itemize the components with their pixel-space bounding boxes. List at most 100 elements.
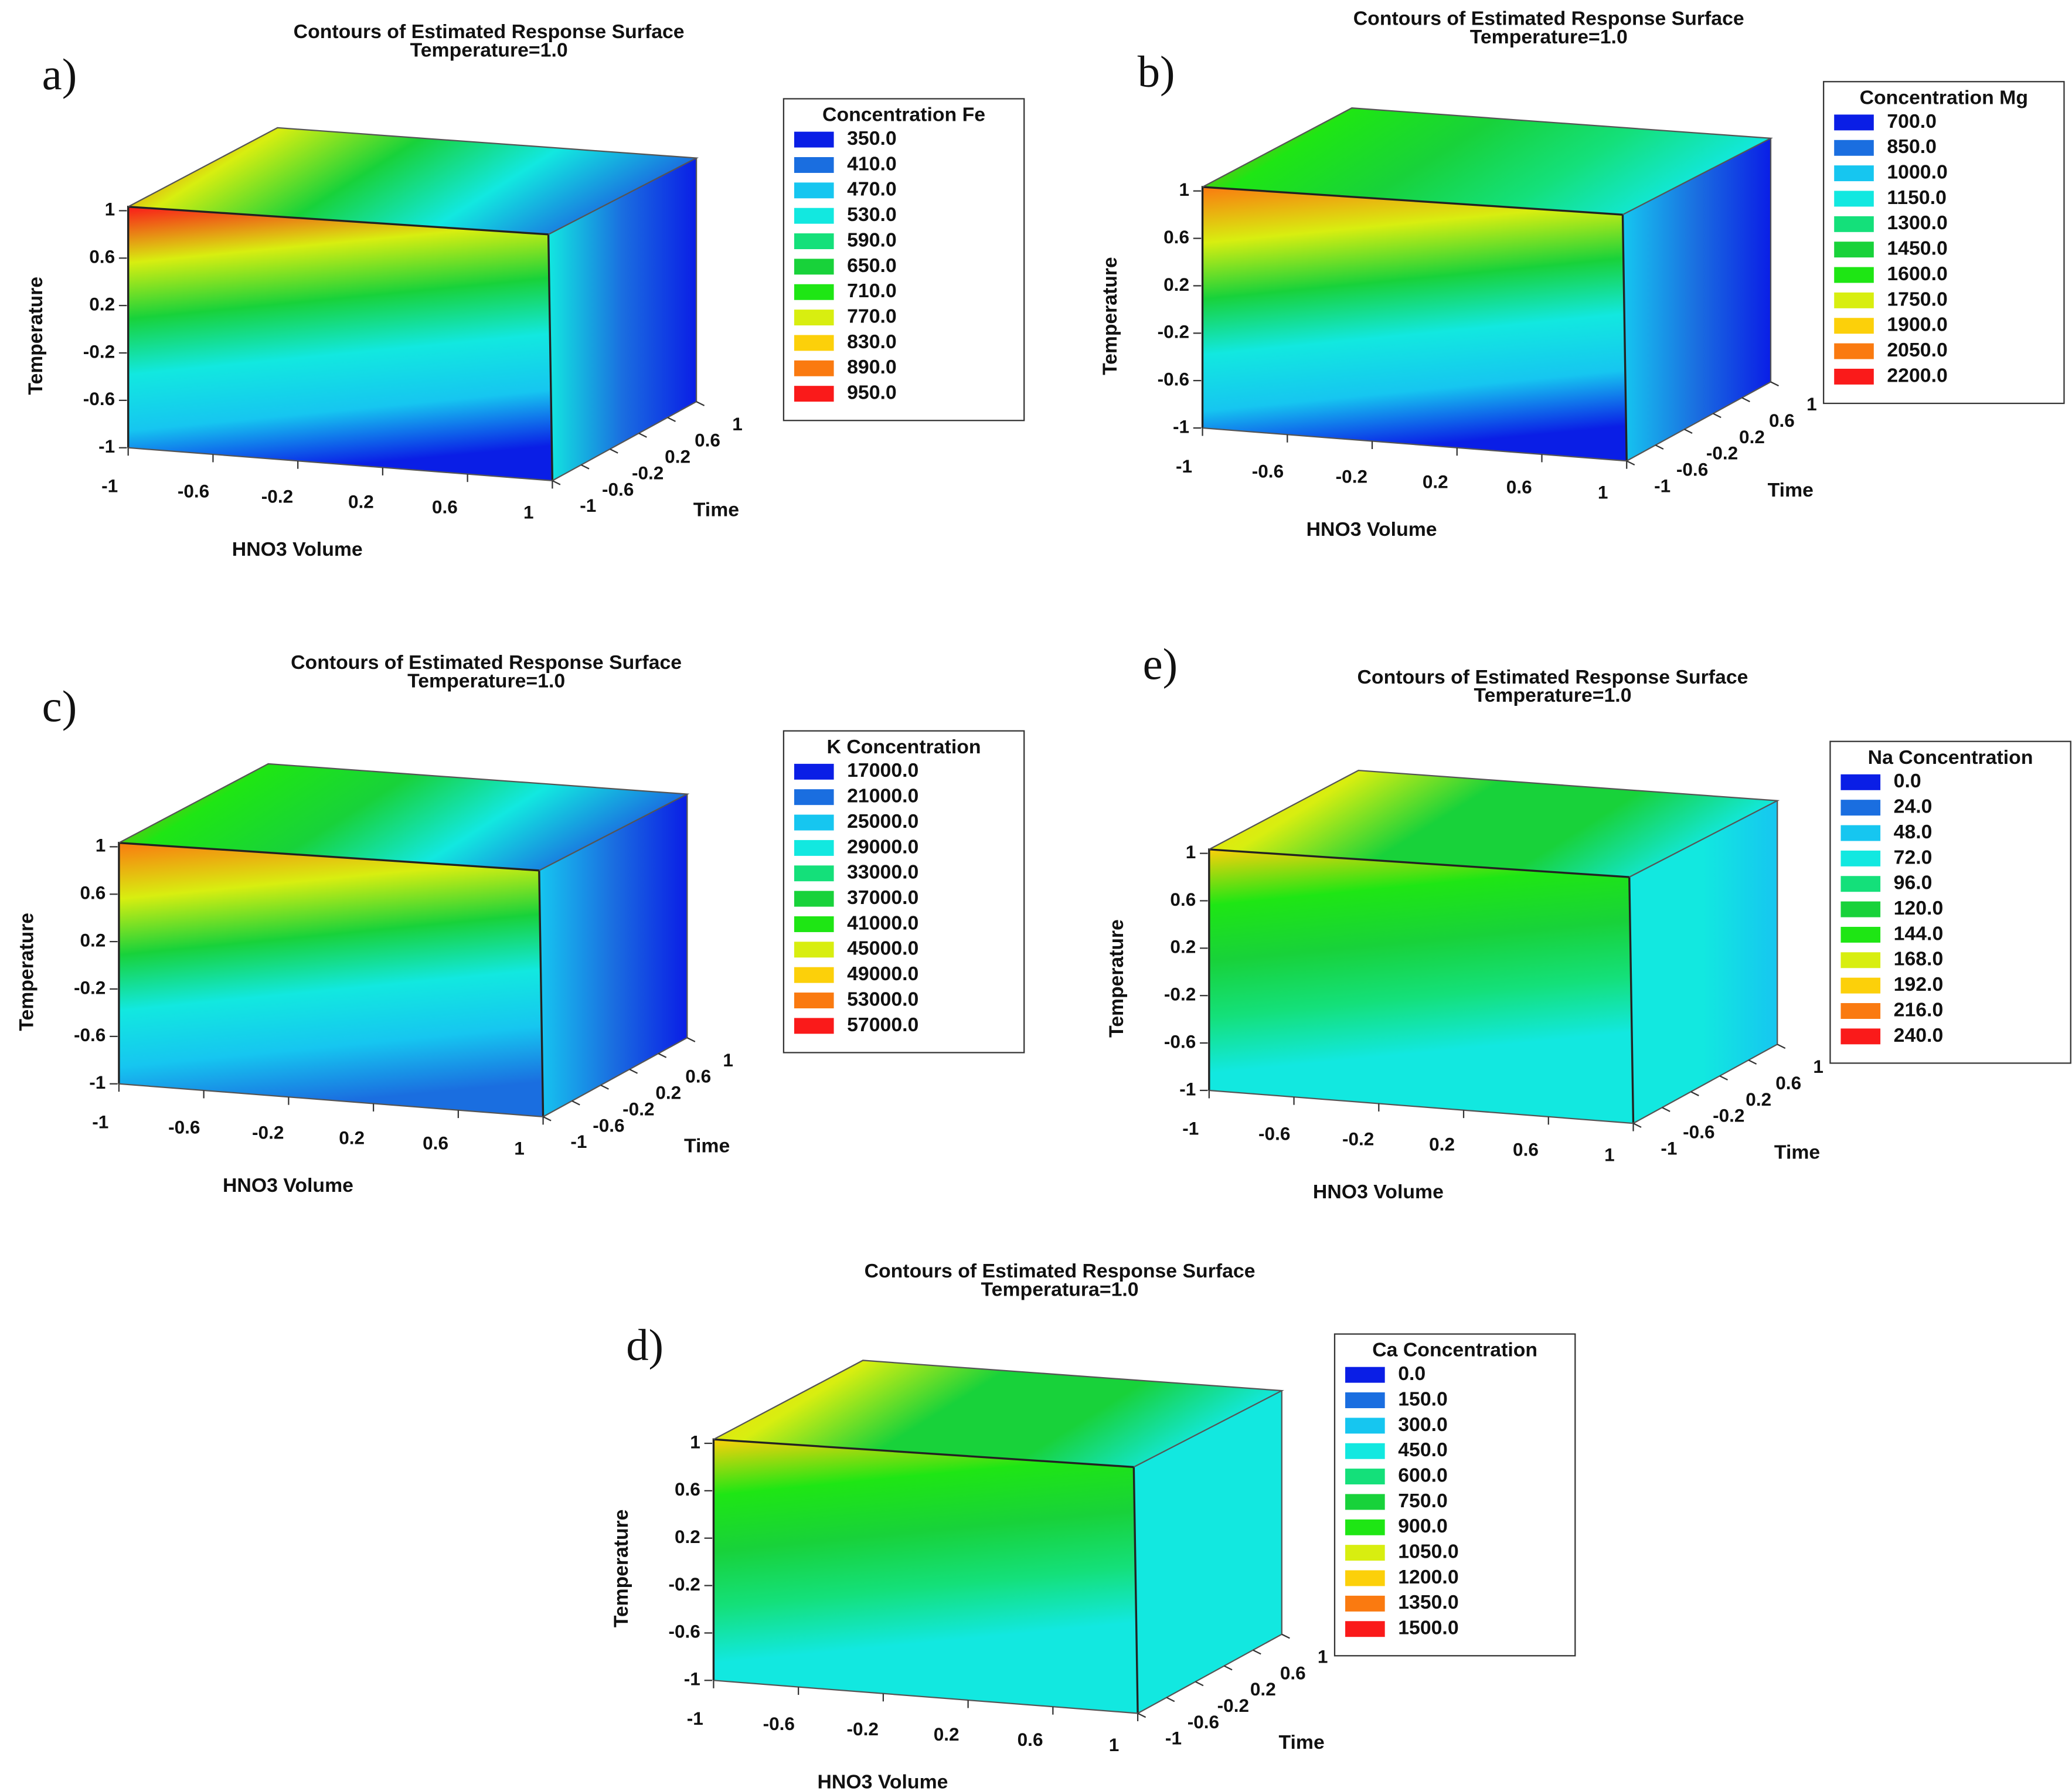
legend-swatch (1840, 952, 1881, 968)
x-tick-label: 0.2 (348, 491, 374, 512)
front-face (128, 206, 553, 481)
z-tick-label: 0.2 (665, 446, 690, 467)
legend-label: 890.0 (847, 356, 897, 378)
right-face (1134, 1391, 1282, 1714)
z-tick-label: -0.2 (1706, 443, 1738, 464)
z-tick (629, 1069, 638, 1074)
legend-label: 0.0 (1398, 1362, 1425, 1385)
legend-title: K Concentration (827, 736, 981, 758)
chart-title: Contours of Estimated Response Surface (865, 1260, 1256, 1282)
z-tick-label: 0.6 (1775, 1072, 1801, 1093)
y-tick-label: 0.2 (89, 294, 115, 315)
x-tick-label: -0.6 (168, 1116, 200, 1137)
y-tick-label: 0.2 (1163, 274, 1189, 295)
cube-edge (1209, 769, 1780, 878)
y-tick-label: 1 (105, 199, 115, 220)
legend-label: 25000.0 (847, 810, 918, 832)
z-tick-label: -0.2 (1713, 1105, 1744, 1126)
x-tick-label: 0.6 (1018, 1729, 1043, 1750)
z-tick-label: 0.6 (1280, 1662, 1306, 1683)
legend-label: 45000.0 (847, 937, 918, 960)
x-tick-label: 0.2 (934, 1724, 960, 1745)
y-tick-label: 1 (1179, 179, 1189, 200)
x-tick-label: 0.6 (1513, 1139, 1539, 1160)
y-tick-label: 0.6 (1170, 889, 1196, 910)
z-tick (571, 1100, 580, 1106)
z-tick (581, 464, 590, 470)
legend-swatch (1840, 825, 1881, 841)
x-tick-label: 1 (1598, 482, 1608, 503)
legend-swatch (1345, 1570, 1385, 1586)
legend-label: 900.0 (1398, 1515, 1448, 1537)
legend-label: 950.0 (847, 382, 897, 404)
z-tick (1166, 1697, 1175, 1702)
x-tick-label: 0.6 (432, 496, 458, 517)
y-axis-label: Temperature (610, 1510, 632, 1628)
legend-label: 1000.0 (1887, 161, 1947, 183)
legend-swatch (794, 865, 834, 882)
z-tick-label: -0.6 (593, 1114, 624, 1136)
x-axis-label: HNO3 Volume (232, 538, 363, 560)
x-axis-label: HNO3 Volume (223, 1174, 353, 1197)
legend-swatch (1834, 292, 1874, 308)
x-tick-label: -0.6 (1252, 461, 1284, 482)
legend-label: 530.0 (847, 203, 897, 226)
top-face (128, 127, 697, 235)
panel-label: b) (1138, 47, 1175, 97)
legend-title: Na Concentration (1868, 746, 2033, 769)
cube-edge (713, 1391, 1282, 1714)
chart-subtitle: Temperature=1.0 (410, 39, 568, 62)
legend-swatch (1345, 1443, 1385, 1459)
legend-label: 590.0 (847, 229, 897, 251)
legend-label: 470.0 (847, 178, 897, 200)
x-tick-label: 0.2 (1423, 471, 1448, 492)
cube-edge (128, 127, 699, 235)
legend-label: 144.0 (1894, 922, 1944, 944)
chart-title: Contours of Estimated Response Surface (291, 651, 682, 674)
legend-label: 1450.0 (1887, 237, 1947, 260)
legend-swatch (1345, 1418, 1385, 1434)
legend-label: 17000.0 (847, 759, 918, 781)
x-tick-label: 0.6 (423, 1132, 448, 1153)
y-tick-label: -0.2 (83, 341, 115, 362)
legend-swatch (1345, 1469, 1385, 1485)
y-tick-label: -1 (98, 436, 115, 457)
x-tick-label: 0.2 (339, 1127, 365, 1148)
x-tick-label: -0.6 (763, 1713, 795, 1734)
legend-swatch (1840, 901, 1881, 917)
z-tick (552, 480, 561, 485)
legend-swatch (794, 360, 834, 376)
panel-label: e) (1143, 640, 1178, 689)
legend-swatch (794, 131, 834, 148)
legend-title: Concentration Mg (1860, 86, 2028, 108)
chart-title: Contours of Estimated Response Surface (1353, 8, 1744, 30)
y-tick-label: -1 (684, 1668, 700, 1690)
legend-swatch (794, 814, 834, 831)
z-tick-label: 0.6 (685, 1066, 711, 1087)
y-tick-label: -0.6 (1158, 369, 1189, 390)
legend-swatch (794, 233, 834, 250)
legend-label: 1300.0 (1887, 212, 1947, 234)
legend-label: 1200.0 (1398, 1566, 1458, 1588)
legend-label: 1050.0 (1398, 1541, 1458, 1563)
cube-edge (1208, 848, 1635, 1124)
legend-swatch (794, 386, 834, 402)
z-tick (1253, 1649, 1261, 1655)
legend-label: 410.0 (847, 152, 897, 175)
z-tick (600, 1084, 609, 1090)
z-tick (1770, 381, 1780, 387)
z-tick-label: -0.6 (1683, 1122, 1714, 1143)
legend-swatch (794, 993, 834, 1009)
cube-edge (118, 763, 690, 871)
z-tick (1777, 1044, 1786, 1049)
cube-edge (1201, 186, 1628, 461)
x-axis-label: HNO3 Volume (1313, 1181, 1444, 1203)
legend-swatch (1345, 1367, 1385, 1383)
legend-swatch (794, 763, 834, 780)
legend-swatch (794, 208, 834, 224)
z-tick-label: 1 (732, 413, 743, 434)
z-tick (1684, 429, 1693, 434)
y-tick-label: -0.2 (668, 1574, 700, 1595)
x-tick-label: -0.6 (1258, 1123, 1290, 1144)
y-tick-label: 0.6 (675, 1479, 700, 1500)
